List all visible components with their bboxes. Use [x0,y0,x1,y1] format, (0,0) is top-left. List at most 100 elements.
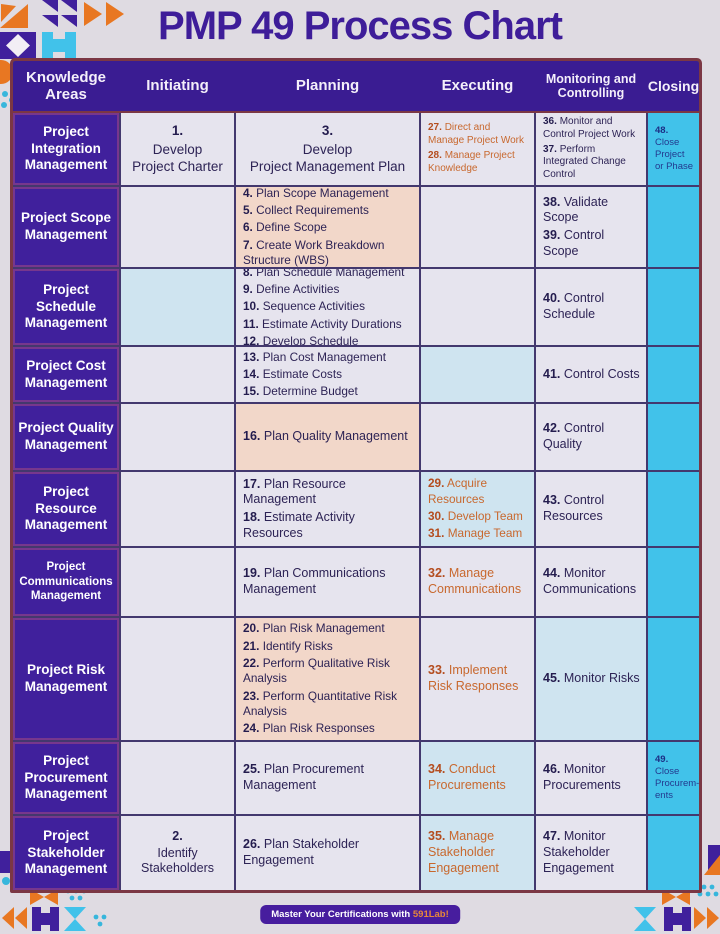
process-item: 17. Plan Resource Management [243,476,346,507]
table-header-row: Knowledge Areas Initiating Planning Exec… [13,61,699,113]
table-body: Project Integration Management 1. Develop … [13,113,699,890]
process-item: 5. Collect Requirements [243,203,369,218]
process-item: 40. Control Schedule [543,291,605,321]
process-cell-closing-row10 [648,816,699,890]
process-cell-monitoring-row5: 42. Control Quality [536,404,646,470]
header-monitoring-controlling: Monitoring and Controlling [545,71,637,100]
process-item: 27. Direct and Manage Project Work [428,122,524,147]
knowledge-area-label-row3: Project Schedule Management [13,269,119,345]
process-cell-initiating-row3 [121,269,234,345]
process-item: 21. Identify Risks [243,638,333,653]
process-item: 38. Validate Scope [543,194,609,225]
process-item: 39. Control Scope [543,228,605,258]
process-cell-closing-row8 [648,618,699,740]
process-cell-executing-row9: 34. Conduct Procurements [421,742,534,814]
process-cell-executing-row2 [421,187,534,267]
process-cell-initiating-row2 [121,187,234,267]
process-item: 49. Close Procurem-ents [655,754,699,801]
process-item: 29. Acquire Resources [428,476,488,506]
knowledge-area-label-row6: Project Resource Management [13,472,119,546]
process-cell-closing-row2 [648,187,699,267]
process-item: 8. Plan Schedule Management [243,269,405,279]
process-cell-planning-row4: 13. Plan Cost Management 14. Estimate Cos… [236,347,419,402]
knowledge-area-label-row2: Project Scope Management [13,187,119,267]
process-item: 34. Conduct Procurements [428,762,506,792]
process-cell-executing-row5 [421,404,534,470]
process-item: 18. Estimate Activity Resources [243,510,355,540]
process-item: 10. Sequence Activities [243,299,365,314]
process-cell-closing-row6 [648,472,699,546]
mosaic-decoration-bottom-right [634,845,720,931]
process-item: 14. Estimate Costs [243,366,343,381]
process-item: 28. Manage Project Knowledge [428,150,515,174]
process-item: 2. Identify Stakeholders [141,828,214,876]
process-item: 1. Develop Project Charter [132,123,223,175]
process-cell-planning-row3: 8. Plan Schedule Management 9. Define Act… [236,269,419,345]
header-knowledge-areas: Knowledge Areas [25,68,106,103]
process-cell-planning-row1: 3. Develop Project Management Plan [236,113,419,185]
header-closing: Closing [647,77,700,94]
process-item: 23. Perform Quantitative Risk Analysis [243,688,398,718]
process-item: 45. Monitor Risks [543,671,640,686]
process-cell-initiating-row5 [121,404,234,470]
process-cell-executing-row4 [421,347,534,402]
header-executing: Executing [441,77,514,95]
process-item: 48. Close Project or Phase [655,125,694,172]
process-cell-monitoring-row4: 41. Control Costs [536,347,646,402]
footer-text: Master Your Certifications with [271,909,411,920]
knowledge-area-label-row7: Project Communications Management [13,548,119,616]
knowledge-area-label-row8: Project Risk Management [13,618,119,740]
process-cell-monitoring-row10: 47. Monitor Stakeholder Engagement [536,816,646,890]
process-item: 4. Plan Scope Management [243,187,389,200]
process-cell-initiating-row10: 2. Identify Stakeholders [121,816,234,890]
process-cell-executing-row1: 27. Direct and Manage Project Work 28. Ma… [421,113,534,185]
process-cell-monitoring-row9: 46. Monitor Procurements [536,742,646,814]
process-item: 12. Develop Schedule [243,334,359,345]
process-item: 7. Create Work Breakdown Structure (WBS) [243,237,385,267]
process-cell-planning-row10: 26. Plan Stakeholder Engagement [236,816,419,890]
process-cell-executing-row6: 29. Acquire Resources 30. Develop Team 31.… [421,472,534,546]
process-item: 33. Implement Risk Responses [428,663,519,693]
process-item: 25. Plan Procurement Management [243,762,364,792]
process-cell-initiating-row9 [121,742,234,814]
process-item: 41. Control Costs [543,366,640,381]
process-item: 26. Plan Stakeholder Engagement [243,837,360,867]
process-table: Knowledge Areas Initiating Planning Exec… [10,58,702,893]
knowledge-area-label-row4: Project Cost Management [13,347,119,402]
process-item: 24. Plan Risk Responses [243,721,375,736]
process-item: 44. Monitor Communications [543,566,637,596]
mosaic-decoration-bottom-left [0,851,107,931]
process-item: 6. Define Scope [243,220,327,235]
process-cell-monitoring-row8: 45. Monitor Risks [536,618,646,740]
knowledge-area-label-row1: Project Integration Management [13,113,119,185]
process-cell-monitoring-row3: 40. Control Schedule [536,269,646,345]
process-cell-closing-row5 [648,404,699,470]
header-initiating: Initiating [146,77,209,95]
process-cell-initiating-row7 [121,548,234,616]
process-cell-closing-row1: 48. Close Project or Phase [648,113,699,185]
process-cell-planning-row8: 20. Plan Risk Management 21. Identify Ris… [236,618,419,740]
footer-badge: Master Your Certifications with 591Lab! [260,905,460,924]
process-item: 37. Perform Integrated Change Control [543,143,626,181]
process-cell-planning-row7: 19. Plan Communications Management [236,548,419,616]
process-cell-closing-row3 [648,269,699,345]
knowledge-area-label-row10: Project Stakeholder Management [13,816,119,890]
process-cell-initiating-row1: 1. Develop Project Charter [121,113,234,185]
process-item: 9. Define Activities [243,282,340,297]
process-cell-monitoring-row1: 36. Monitor and Control Project Work 37. … [536,113,646,185]
knowledge-area-label-row5: Project Quality Management [13,404,119,470]
process-cell-executing-row7: 32. Manage Communications [421,548,534,616]
knowledge-area-label-row9: Project Procurement Management [13,742,119,814]
process-item: 22. Perform Qualitative Risk Analysis [243,656,390,686]
process-cell-executing-row3 [421,269,534,345]
process-cell-initiating-row6 [121,472,234,546]
header-planning: Planning [295,77,360,95]
process-item: 11. Estimate Activity Durations [243,316,402,331]
process-cell-monitoring-row6: 43. Control Resources [536,472,646,546]
process-item: 36. Monitor and Control Project Work [543,116,636,140]
process-item: 47. Monitor Stakeholder Engagement [543,829,614,875]
process-item: 16. Plan Quality Management [243,429,408,444]
process-item: 31. Manage Team [428,526,523,541]
footer-brand: 591Lab! [412,909,449,920]
